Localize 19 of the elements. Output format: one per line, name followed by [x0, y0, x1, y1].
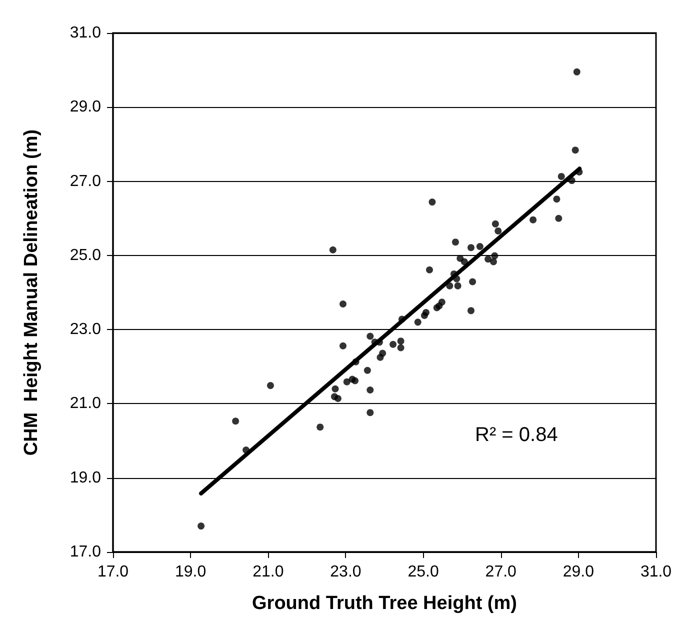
y-tick-label: 23.0 — [70, 321, 102, 338]
x-tick-label: 23.0 — [330, 564, 362, 580]
y-tick-label: 31.0 — [70, 24, 102, 42]
y-tick-label: 29.0 — [70, 98, 102, 116]
x-axis-title: Ground Truth Tree Height (m) — [252, 593, 517, 614]
y-tick-label: 21.0 — [70, 395, 102, 412]
x-tick-label: 25.0 — [408, 564, 439, 580]
x-tick-label: 21.0 — [252, 564, 284, 580]
x-tick-label: 19.0 — [175, 564, 206, 580]
y-tick-label: 17.0 — [70, 544, 102, 560]
y-tick-label: 19.0 — [70, 469, 102, 486]
annotation: R² = 0.84 — [475, 424, 558, 446]
y-axis-title: CHM Height Manual Delineation (m) — [21, 129, 42, 456]
y-tick-label: 27.0 — [70, 172, 102, 190]
x-tick-label: 27.0 — [485, 564, 517, 580]
x-tick-label: 17.0 — [97, 564, 129, 580]
x-tick-label: 29.0 — [562, 564, 594, 580]
x-tick-label: 31.0 — [640, 564, 672, 580]
y-tick-label: 25.0 — [70, 246, 102, 264]
